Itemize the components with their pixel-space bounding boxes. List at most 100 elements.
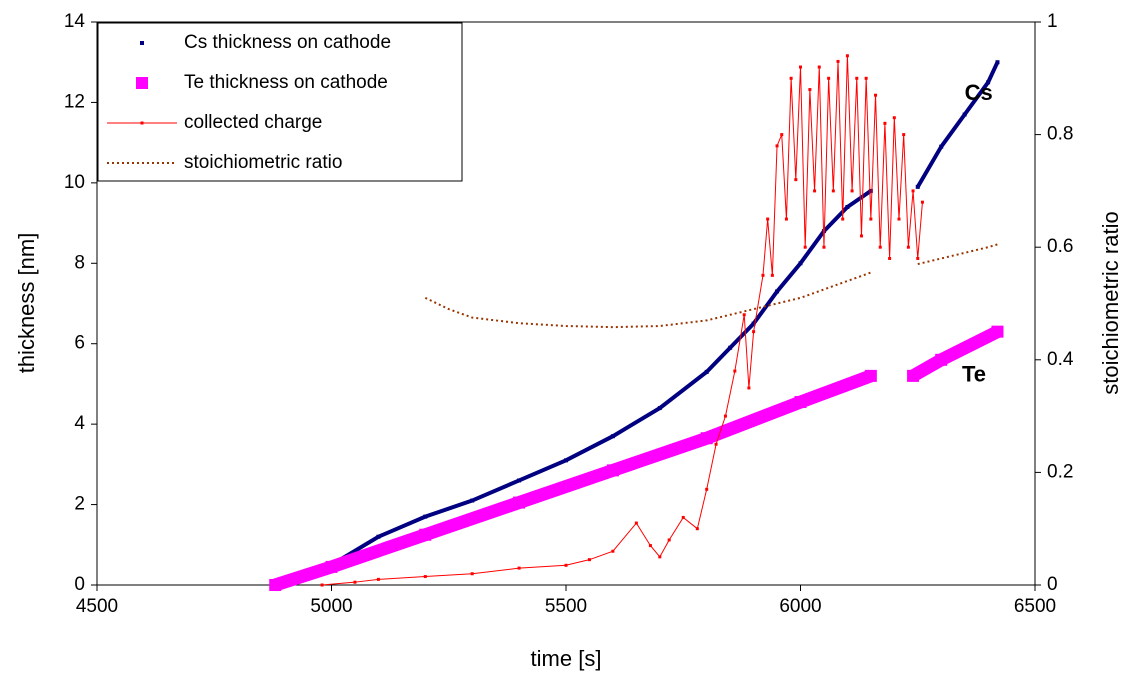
y-tick-label: 8: [74, 252, 85, 273]
data-point: [770, 273, 774, 277]
data-point: [784, 217, 788, 221]
data-point: [841, 217, 845, 221]
y-tick-label: 14: [64, 11, 86, 32]
y-tick-label: 2: [74, 494, 85, 515]
data-point: [376, 534, 381, 539]
x-tick-label: 4500: [76, 596, 118, 617]
data-point: [513, 496, 526, 509]
data-point: [564, 563, 568, 567]
data-point: [714, 442, 718, 446]
data-point: [658, 555, 662, 559]
data-point: [423, 575, 427, 579]
data-point: [845, 54, 849, 58]
data-point: [517, 478, 522, 483]
data-point: [610, 434, 615, 439]
data-point: [423, 514, 428, 519]
data-point: [907, 369, 920, 382]
data-point: [916, 256, 920, 260]
data-point: [667, 538, 671, 542]
data-point: [803, 245, 807, 249]
data-point: [902, 133, 906, 137]
data-point: [470, 498, 475, 503]
data-point: [648, 544, 652, 548]
data-point: [831, 189, 835, 193]
data-point: [827, 76, 831, 80]
data-point: [892, 116, 896, 120]
data-point: [325, 560, 338, 573]
data-point: [799, 65, 802, 69]
legend-label: collected charge: [184, 112, 322, 133]
data-point: [878, 245, 882, 249]
data-point: [836, 59, 840, 63]
y2-tick-label: 0.2: [1047, 461, 1073, 482]
y2-axis-label: stoichiometric ratio: [1098, 211, 1123, 394]
data-point: [353, 580, 357, 584]
data-point: [794, 178, 798, 182]
legend-label: Cs thickness on cathode: [184, 32, 391, 53]
data-point: [775, 144, 779, 148]
legend-marker: [140, 121, 144, 125]
legend-marker: [136, 77, 148, 89]
data-point: [845, 204, 850, 209]
data-point: [611, 549, 615, 553]
data-point: [935, 353, 948, 366]
data-point: [704, 369, 709, 374]
data-point: [587, 558, 591, 562]
data-point: [962, 112, 967, 117]
y-tick-label: 10: [64, 172, 85, 193]
y-axis-label: thickness [nm]: [14, 233, 39, 374]
x-tick-label: 5500: [545, 596, 587, 617]
data-point: [897, 217, 901, 221]
data-point: [634, 521, 638, 525]
y2-tick-label: 0.4: [1047, 349, 1074, 370]
data-point: [657, 406, 662, 411]
data-point: [775, 289, 780, 294]
data-point: [888, 256, 892, 260]
y2-tick-label: 0.6: [1047, 236, 1073, 257]
data-point: [728, 345, 733, 350]
data-point: [808, 88, 812, 92]
data-point: [564, 458, 568, 463]
data-point: [939, 144, 944, 149]
legend-box: [97, 22, 463, 182]
data-point: [789, 76, 793, 80]
y-tick-label: 4: [74, 413, 85, 434]
y2-tick-label: 1: [1047, 11, 1058, 32]
y-tick-label: 0: [74, 574, 85, 595]
data-point: [868, 188, 873, 193]
y2-tick-label: 0: [1047, 574, 1058, 595]
x-axis-label: time [s]: [531, 646, 602, 671]
data-point: [991, 325, 1004, 338]
data-point: [817, 65, 821, 69]
data-point: [751, 321, 756, 326]
data-point: [700, 432, 713, 445]
series-line: [424, 243, 998, 329]
data-point: [915, 184, 920, 189]
data-point: [874, 93, 878, 97]
data-point: [920, 200, 924, 204]
data-point: [986, 80, 991, 85]
y-tick-label: 6: [74, 333, 85, 354]
data-point: [850, 189, 854, 193]
data-point: [766, 217, 770, 221]
data-point: [864, 76, 868, 80]
data-point: [681, 515, 685, 519]
x-tick-label: 6000: [779, 596, 821, 617]
data-point: [705, 487, 709, 491]
data-point: [798, 261, 803, 266]
data-point: [695, 527, 699, 531]
data-point: [419, 528, 432, 541]
x-tick-label: 6500: [1014, 596, 1056, 617]
data-point: [883, 121, 887, 125]
legend-marker: [140, 41, 144, 45]
data-point: [813, 189, 817, 193]
y-tick-label: 12: [64, 91, 85, 112]
data-point: [723, 414, 727, 418]
data-point: [752, 330, 756, 334]
data-point: [376, 577, 380, 581]
data-point: [906, 245, 910, 249]
data-point: [794, 396, 807, 409]
data-point: [864, 369, 877, 382]
data-point: [470, 572, 474, 576]
data-point: [855, 76, 859, 80]
